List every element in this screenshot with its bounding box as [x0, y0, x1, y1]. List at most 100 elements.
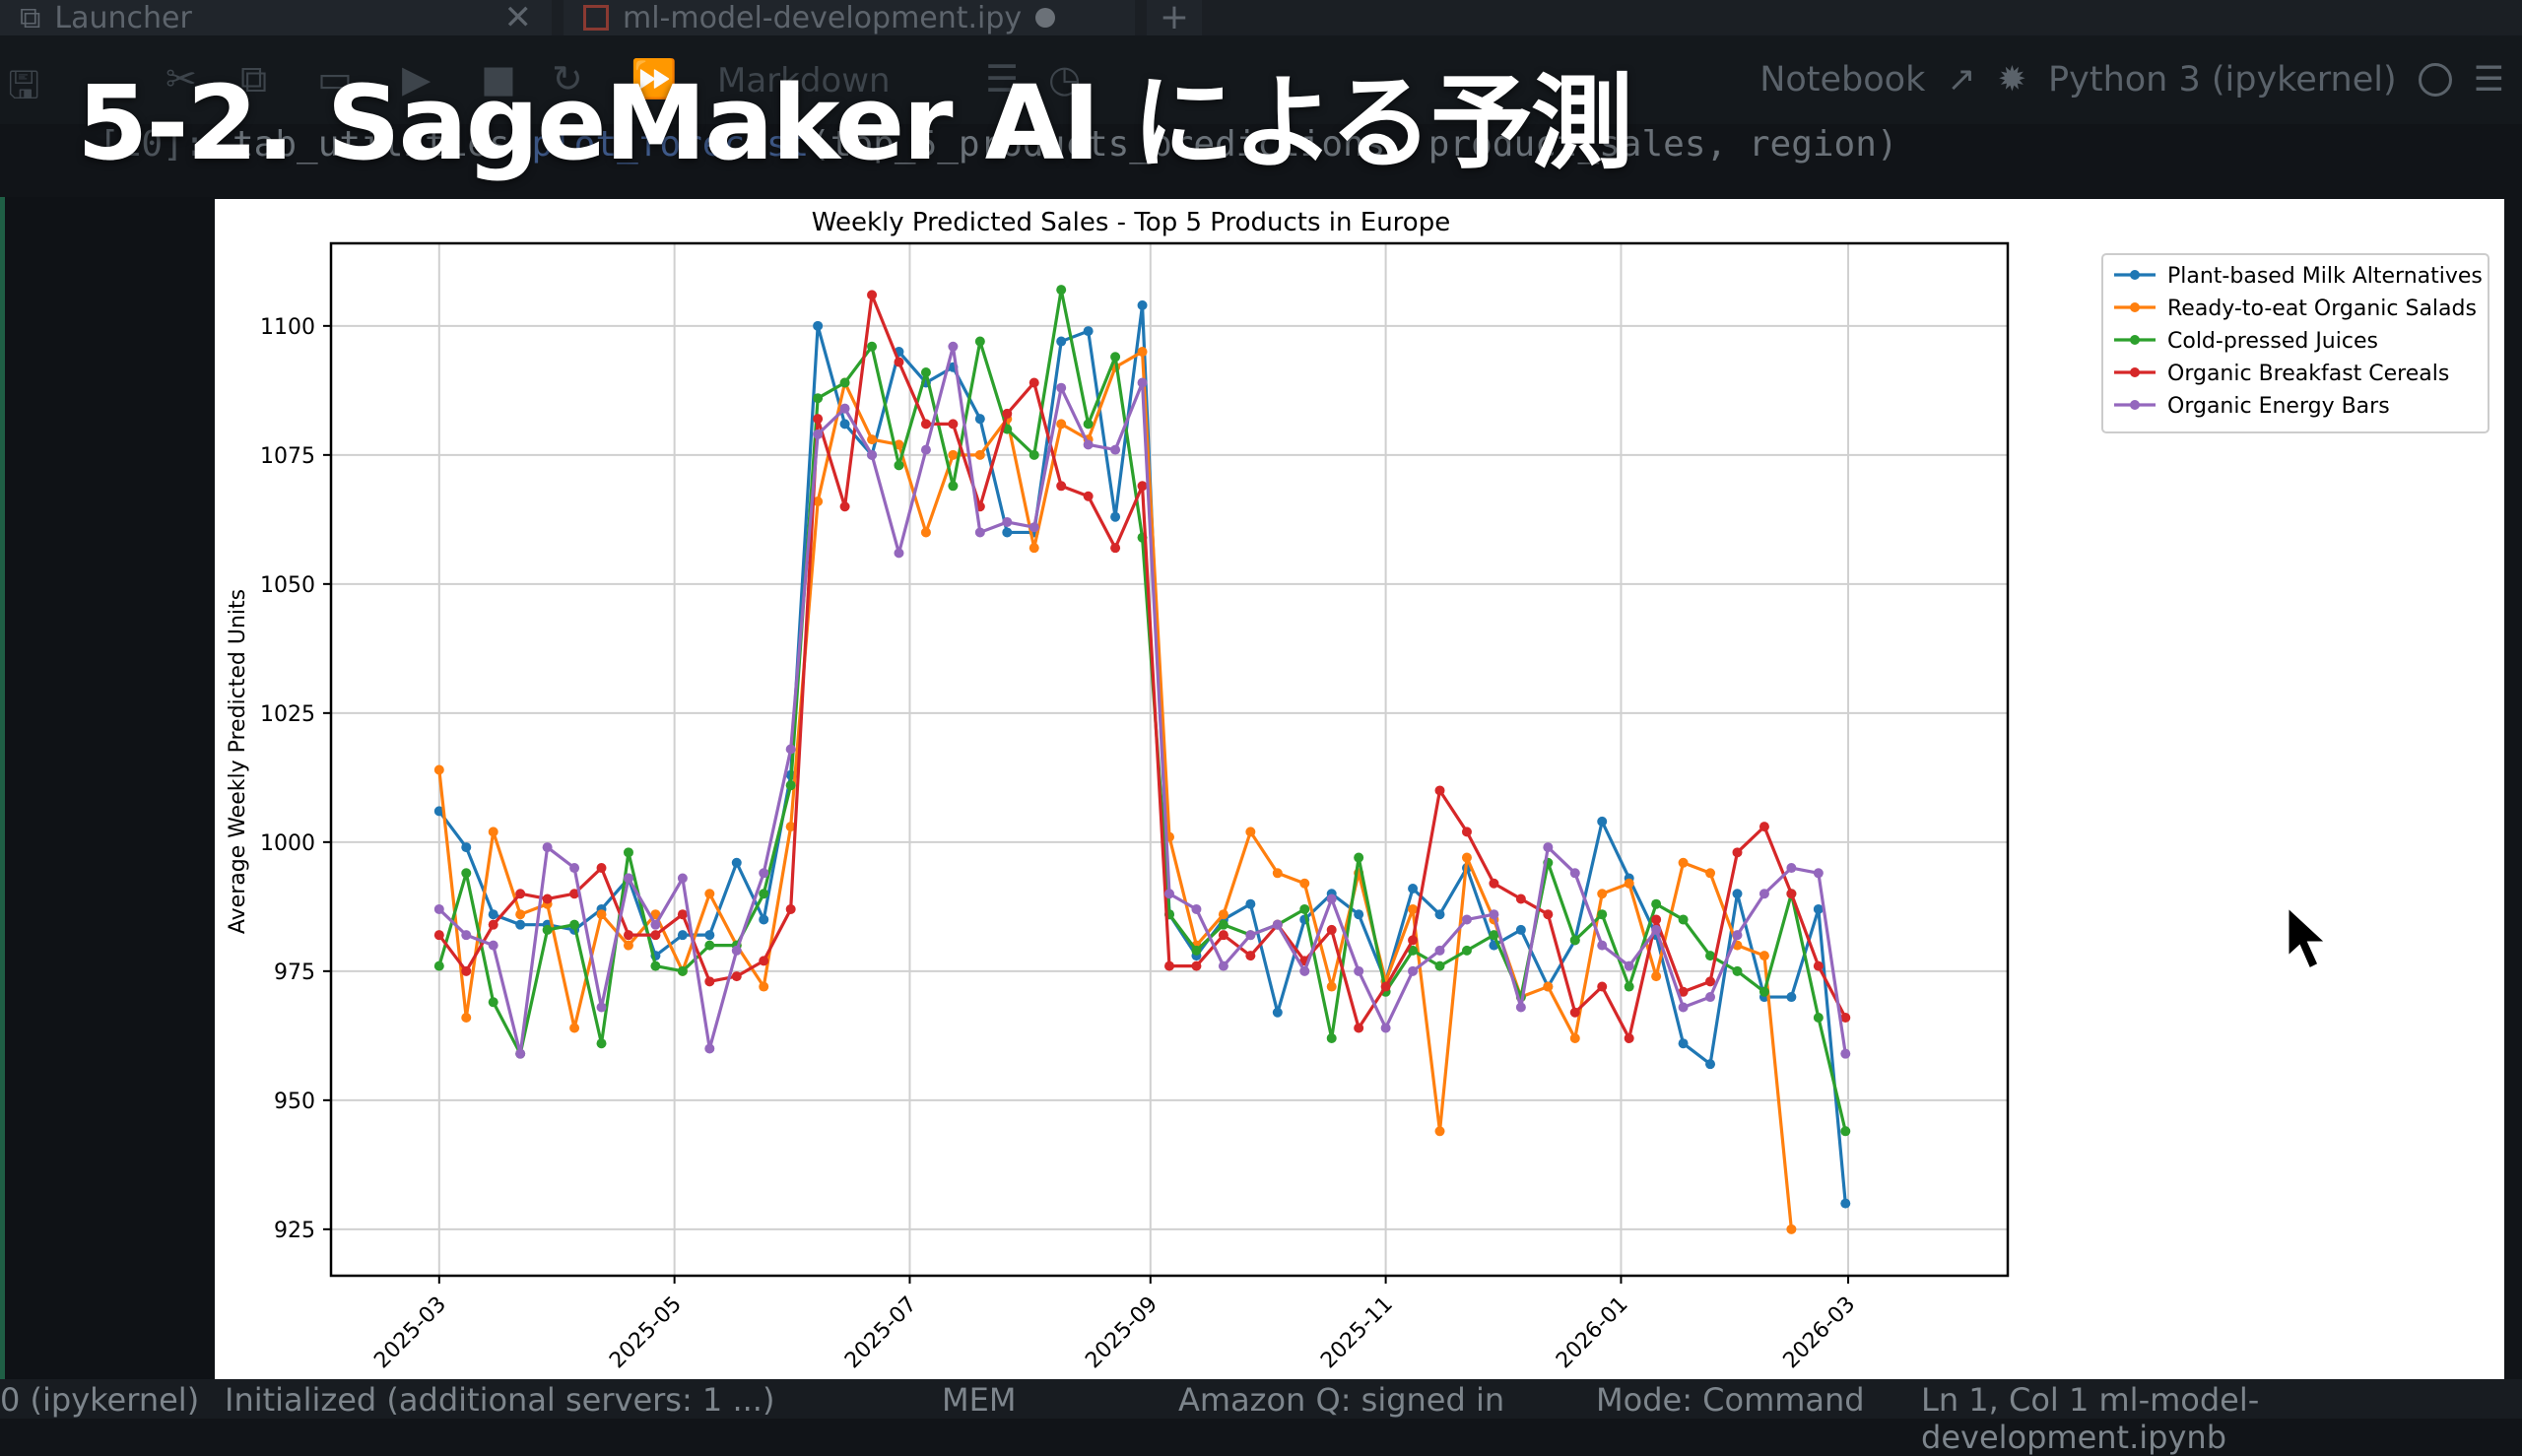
stop-icon[interactable]: ■ [481, 57, 516, 100]
data-point [948, 481, 959, 492]
new-tab-button[interactable]: + [1147, 0, 1202, 35]
data-point [1678, 1038, 1689, 1049]
data-point [461, 965, 472, 976]
kernel-area: Notebook ↗ ✹ Python 3 (ipykernel) ☰ [1759, 35, 2522, 124]
data-point [759, 889, 769, 899]
paste-icon[interactable]: ▭ [317, 57, 353, 100]
data-point [1434, 960, 1445, 971]
data-point [542, 842, 553, 853]
cut-icon[interactable]: ✂ [166, 57, 197, 100]
data-point [1299, 903, 1310, 914]
run-all-icon[interactable]: ⏩ [630, 57, 678, 100]
data-point [488, 909, 498, 920]
menu-icon[interactable]: ☰ [2473, 60, 2504, 99]
data-point [461, 1013, 472, 1023]
active-cell-indicator [0, 197, 5, 1379]
data-point [650, 930, 661, 941]
data-point [1813, 868, 1824, 879]
data-point [433, 806, 444, 817]
status-amazon-q[interactable]: Amazon Q: signed in [1178, 1381, 1505, 1419]
data-point [542, 893, 553, 904]
y-tick-label: 1000 [260, 831, 315, 856]
series-line [437, 288, 1847, 1132]
data-point [515, 1048, 526, 1059]
data-point [677, 909, 688, 920]
data-point [488, 997, 498, 1008]
data-point [839, 419, 850, 430]
tab-label: Launcher [54, 0, 192, 35]
data-point [920, 367, 931, 377]
data-point [1678, 1002, 1689, 1013]
data-point [1218, 930, 1228, 941]
data-point [1678, 914, 1689, 925]
legend-marker [2130, 335, 2140, 345]
code-cell[interactable]: [10]: tab_utilities.plot_forecast(top_5_… [0, 116, 2522, 197]
data-point [920, 527, 931, 538]
data-point [1002, 516, 1013, 527]
data-point [974, 449, 985, 460]
data-point [1543, 981, 1554, 992]
save-icon[interactable]: 🖫 [8, 63, 40, 106]
data-point [1326, 924, 1337, 935]
restart-icon[interactable]: ↻ [552, 57, 583, 100]
tab-notebook[interactable]: ml-model-development.ipy [564, 0, 1135, 35]
data-point [867, 290, 878, 300]
data-point [1651, 924, 1662, 935]
data-point [433, 930, 444, 941]
notebook-label[interactable]: Notebook [1759, 60, 1926, 99]
data-point [461, 868, 472, 879]
format-icon[interactable]: ☰ [985, 57, 1020, 100]
data-point [1408, 884, 1419, 893]
data-point [1651, 898, 1662, 909]
data-point [1326, 1032, 1337, 1043]
status-mode: Mode: Command [1596, 1381, 1865, 1419]
data-point [1705, 976, 1716, 987]
data-point [1489, 909, 1499, 920]
data-point [1786, 992, 1797, 1003]
data-point [1002, 527, 1013, 538]
legend-marker [2130, 367, 2140, 377]
data-point [759, 956, 769, 966]
notebook-icon [583, 5, 609, 31]
line-chart: Weekly Predicted Sales - Top 5 Products … [226, 208, 2489, 1374]
data-point [569, 919, 580, 930]
cell-type-select[interactable]: Markdown [717, 61, 891, 100]
run-icon[interactable]: ▶ [402, 57, 431, 100]
data-point [1515, 1002, 1526, 1013]
data-point [1813, 960, 1824, 971]
data-point [813, 320, 824, 331]
data-point [1543, 842, 1554, 853]
unsaved-dot-icon[interactable] [1035, 8, 1056, 28]
debugger-icon[interactable]: ✹ [1997, 60, 2027, 99]
data-point [1840, 1048, 1851, 1059]
data-point [569, 889, 580, 899]
kernel-name[interactable]: Python 3 (ipykernel) [2048, 60, 2397, 99]
data-point [488, 827, 498, 837]
data-point [731, 857, 742, 868]
close-icon[interactable]: ✕ [503, 0, 533, 37]
data-point [1489, 930, 1499, 941]
data-point [948, 419, 959, 430]
x-tick-label: 2025-05 [605, 1292, 687, 1374]
status-kernel[interactable]: 0 (ipykernel) [0, 1381, 200, 1419]
plot-frame [329, 241, 2010, 1278]
data-point [1380, 1023, 1391, 1033]
data-point [1759, 889, 1769, 899]
cell-code[interactable]: tab_utilities.plot_forecast(top_5_produc… [232, 124, 1898, 165]
copy-icon[interactable]: ⧉ [240, 57, 268, 100]
data-point [1597, 816, 1608, 827]
clock-icon[interactable]: ◷ [1048, 57, 1082, 100]
data-point [1840, 1013, 1851, 1023]
data-point [461, 930, 472, 941]
legend-label: Organic Energy Bars [2167, 394, 2390, 419]
kernel-status-icon [2418, 63, 2452, 97]
external-link-icon[interactable]: ↗ [1947, 60, 1976, 99]
data-point [1569, 935, 1580, 946]
data-point [1245, 898, 1256, 909]
notebook-toolbar: 🖫 ✂ ⧉ ▭ ▶ ■ ↻ ⏩ Markdown ☰ ◷ [0, 35, 2522, 124]
data-point [1759, 986, 1769, 997]
tab-launcher[interactable]: ⧉ Launcher ✕ [0, 0, 552, 37]
data-point [1461, 914, 1472, 925]
data-point [1759, 822, 1769, 832]
data-point [974, 336, 985, 347]
